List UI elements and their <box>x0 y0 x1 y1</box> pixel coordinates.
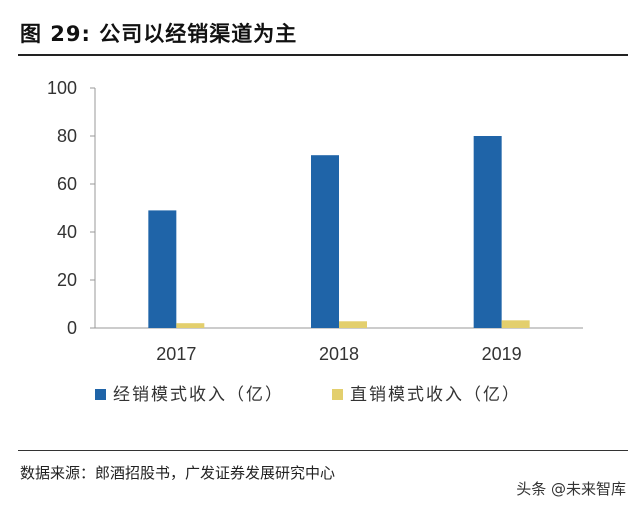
y-tick-label: 40 <box>57 222 77 242</box>
y-tick-label: 100 <box>47 78 77 98</box>
y-tick-label: 80 <box>57 126 77 146</box>
x-tick-label: 2018 <box>319 344 359 364</box>
legend-swatch <box>332 389 343 400</box>
legend-swatch <box>95 389 106 400</box>
x-tick-label: 2017 <box>156 344 196 364</box>
data-source: 数据来源：郎酒招股书，广发证券发展研究中心 <box>20 464 336 482</box>
watermark: 头条 @未来智库 <box>516 480 626 498</box>
y-tick-label: 60 <box>57 174 77 194</box>
bar-direct-2019 <box>501 320 530 328</box>
legend-label: 直销模式收入（亿） <box>350 385 521 405</box>
footer-divider <box>18 450 628 451</box>
bar-direct-2017 <box>176 323 205 328</box>
bar-chart: 0 20 40 60 80 100 2017 2018 2019 经销模式收入（亿） 直销模式收入（… <box>47 78 583 405</box>
figure-title: 图 29: 公司以经销渠道为主 <box>20 22 298 46</box>
y-tick-label: 0 <box>67 318 77 338</box>
bar-distribution-2019 <box>473 136 502 328</box>
title-divider <box>18 54 628 56</box>
y-tick-label: 20 <box>57 270 77 290</box>
legend-label: 经销模式收入（亿） <box>113 385 284 405</box>
bar-direct-2018 <box>339 321 367 328</box>
x-tick-label: 2019 <box>482 344 522 364</box>
bar-distribution-2018 <box>311 155 339 328</box>
bar-distribution-2017 <box>148 210 177 328</box>
